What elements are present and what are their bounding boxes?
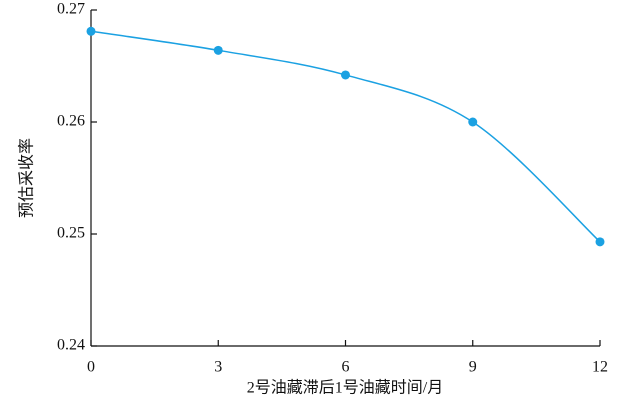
y-tick-label: 0.27 xyxy=(57,1,85,18)
x-tick-label: 9 xyxy=(469,359,477,376)
y-tick-label: 0.25 xyxy=(57,225,85,242)
marker xyxy=(341,70,350,80)
y-tick-label: 0.26 xyxy=(57,113,85,130)
x-tick-label: 0 xyxy=(87,359,95,376)
marker xyxy=(468,117,478,127)
marker xyxy=(86,26,96,36)
x-axis-label: 2号油藏滞后1号油藏时间/月 xyxy=(247,379,443,397)
y-tick-label: 0.24 xyxy=(57,337,85,354)
y-axis-label: 预估采收率 xyxy=(18,138,36,218)
marker xyxy=(595,237,605,247)
x-tick-label: 6 xyxy=(342,359,350,376)
marker xyxy=(213,45,223,55)
line xyxy=(90,30,601,243)
x-tick-label: 3 xyxy=(214,359,222,376)
x-tick-label: 12 xyxy=(592,359,608,376)
